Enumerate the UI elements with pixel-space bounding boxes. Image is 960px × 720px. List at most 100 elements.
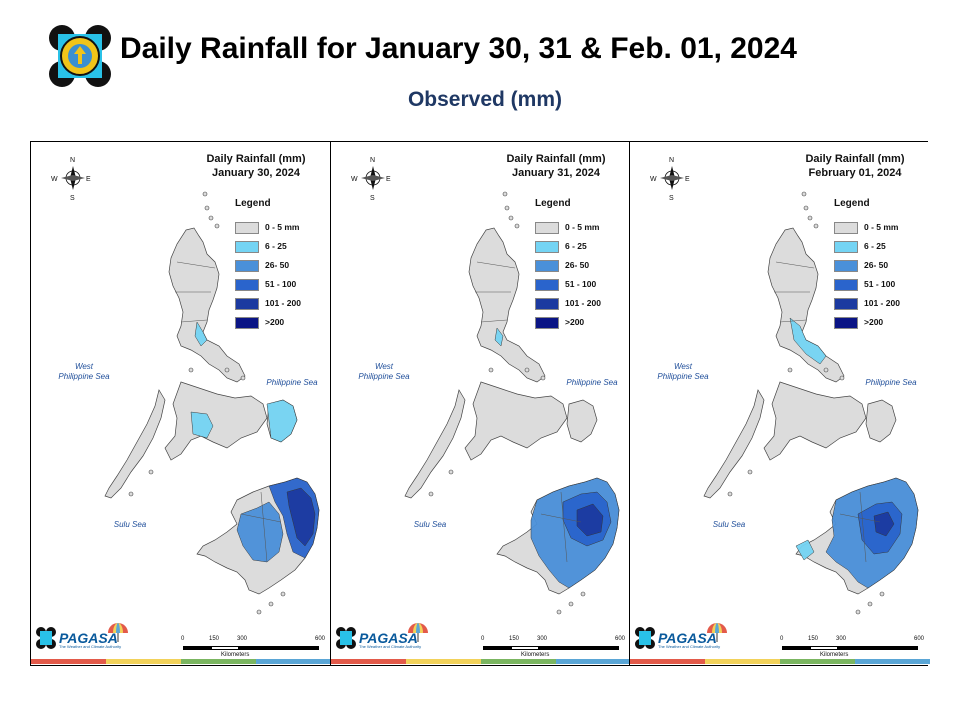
- panel-date: January 30, 2024: [211, 167, 301, 179]
- island: [801, 191, 807, 197]
- compass-needle-ew: [660, 175, 684, 181]
- stripe-segment: [331, 659, 406, 664]
- legend-label: 6 - 25: [864, 241, 886, 251]
- pagasa-branding: PAGASA The Weather and Climate Authority: [634, 622, 727, 654]
- rainfall-map-panel-jan31: N S E W Daily Rainfall (mm) January 31, 2024 L…: [330, 142, 631, 665]
- compass-label-w: W: [351, 176, 358, 183]
- stripe-segment: [406, 659, 481, 664]
- legend-label: 6 - 25: [265, 241, 287, 251]
- scale-segment: [483, 646, 511, 650]
- legend-label: >200: [864, 317, 884, 327]
- scale-tick: 600: [914, 636, 925, 642]
- legend-label: 51 - 100: [265, 279, 297, 289]
- luzon-landmass: [168, 227, 246, 383]
- philippines-map: N S E W: [650, 157, 919, 615]
- legend-swatch: [834, 222, 858, 234]
- province-borders: [475, 261, 582, 563]
- island: [727, 491, 733, 497]
- legend-swatch: [834, 279, 858, 291]
- scale-bar: 0 150 300 600 Kilometers: [181, 636, 325, 658]
- island: [502, 191, 508, 197]
- legend-swatch: [235, 317, 259, 329]
- island: [448, 469, 454, 475]
- rainfall-area: [795, 539, 815, 561]
- compass-label-w: W: [650, 176, 657, 183]
- scale-tick: 0: [780, 636, 784, 642]
- umbrella-icon: [408, 623, 428, 642]
- pagasa-wordmark: PAGASA: [658, 630, 717, 646]
- sea-label-philippine-sea: Philippine Sea: [865, 378, 917, 387]
- luzon-landmass: [468, 227, 546, 383]
- scale-segment: [511, 646, 539, 650]
- province-borders: [175, 261, 282, 563]
- island: [204, 205, 210, 211]
- compass-label-s: S: [370, 195, 375, 202]
- island: [807, 215, 813, 221]
- sea-label-west-philippine-sea: West Philippine Sea: [58, 362, 110, 381]
- island: [514, 223, 520, 229]
- compass-label-n: N: [70, 157, 75, 164]
- scale-tick: 150: [209, 636, 220, 642]
- island: [268, 601, 274, 607]
- samar-landmass: [566, 399, 598, 443]
- rainfall-map-panel-jan30: N S E W Daily Rainfall (mm) January 30, 2024 L…: [31, 142, 331, 665]
- rainfall-area: [194, 321, 208, 347]
- island: [224, 367, 230, 373]
- scale-units: Kilometers: [521, 652, 550, 658]
- scale-segment: [838, 646, 918, 650]
- legend-swatch: [834, 317, 858, 329]
- scale-units: Kilometers: [820, 652, 849, 658]
- rainfall-area: [789, 317, 827, 365]
- island: [813, 223, 819, 229]
- palawan-landmass: [703, 389, 765, 499]
- island: [202, 191, 208, 197]
- scale-units: Kilometers: [221, 652, 250, 658]
- legend-label: 101 - 200: [265, 298, 301, 308]
- palawan-landmass: [104, 389, 166, 499]
- island: [787, 367, 793, 373]
- island: [823, 367, 829, 373]
- panel-title: Daily Rainfall (mm) February 01, 2024: [790, 152, 920, 180]
- scale-segment: [239, 646, 319, 650]
- stripe-segment: [181, 659, 256, 664]
- province-borders: [774, 261, 881, 563]
- legend-label: 51 - 100: [565, 279, 597, 289]
- panel-date: January 31, 2024: [511, 167, 601, 179]
- stripe-segment: [630, 659, 705, 664]
- legend-swatch: [535, 260, 559, 272]
- umbrella-icon: [707, 623, 727, 642]
- pagasa-wordmark: PAGASA: [59, 630, 118, 646]
- island: [540, 375, 546, 381]
- island: [504, 205, 510, 211]
- scale-tick: 150: [509, 636, 520, 642]
- stripe-segment: [106, 659, 181, 664]
- stripe-segment: [780, 659, 855, 664]
- legend-swatch: [834, 241, 858, 253]
- sea-label-west-philippine-sea: West Philippine Sea: [657, 362, 709, 381]
- visayas-landmass: [763, 381, 867, 461]
- compass-needle-ew: [61, 175, 85, 181]
- scale-tick: 300: [836, 636, 847, 642]
- legend-label: >200: [265, 317, 285, 327]
- island: [580, 591, 586, 597]
- panel-heading: Daily Rainfall (mm): [206, 153, 306, 165]
- island: [428, 491, 434, 497]
- samar-landmass: [865, 399, 897, 443]
- sea-label-sulu-sea: Sulu Sea: [413, 520, 447, 529]
- island: [188, 367, 194, 373]
- legend-swatch: [535, 279, 559, 291]
- island: [747, 469, 753, 475]
- legend-swatch: [235, 222, 259, 234]
- philippines-map: N S E W: [51, 157, 320, 615]
- visayas-landmass: [164, 381, 268, 461]
- compass-label-n: N: [669, 157, 674, 164]
- legend-label: 0 - 5 mm: [864, 222, 899, 232]
- luzon-landmass: [767, 227, 845, 383]
- pagasa-mark-icon: [36, 627, 56, 649]
- island: [148, 469, 154, 475]
- island: [280, 591, 286, 597]
- scale-tick: 600: [615, 636, 626, 642]
- legend-label: 0 - 5 mm: [265, 222, 300, 232]
- legend-swatch: [235, 241, 259, 253]
- pagasa-mark-icon: [336, 627, 356, 649]
